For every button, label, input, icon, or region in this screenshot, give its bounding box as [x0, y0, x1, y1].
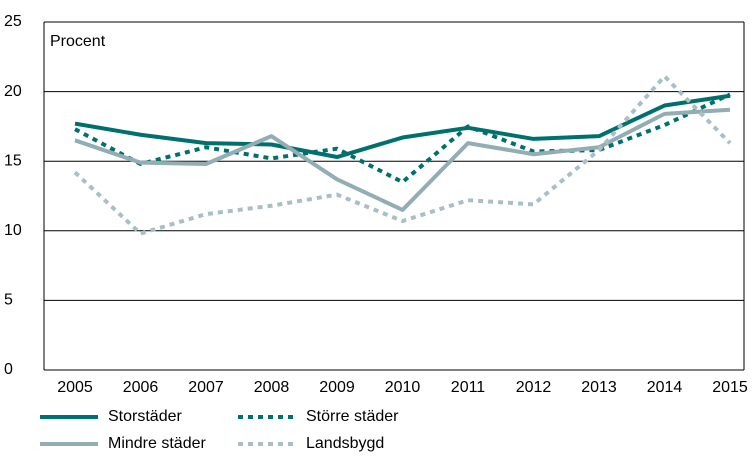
x-tick-label: 2007 — [188, 379, 224, 396]
legend-label: Storstäder — [108, 408, 182, 425]
y-axis-label: Procent — [50, 33, 106, 50]
y-tick-label: 15 — [4, 152, 22, 169]
series-line — [74, 93, 731, 160]
x-tick-label: 2013 — [581, 379, 617, 396]
x-tick-label: 2012 — [516, 379, 552, 396]
y-tick-label: 25 — [4, 13, 22, 30]
x-tick-label: 2010 — [385, 379, 421, 396]
y-tick-label: 20 — [4, 83, 22, 100]
legend-label: Mindre städer — [108, 435, 206, 452]
series-line — [74, 92, 731, 185]
y-tick-label: 0 — [4, 361, 13, 378]
y-tick-label: 10 — [4, 222, 22, 239]
series-line — [74, 107, 731, 212]
x-tick-label: 2011 — [451, 379, 486, 396]
x-tick-label: 2005 — [57, 379, 93, 396]
x-tick-label: 2015 — [712, 379, 748, 396]
legend-label: Landsbygd — [306, 435, 384, 452]
x-tick-label: 2014 — [647, 379, 683, 396]
x-tick-label: 2009 — [319, 379, 355, 396]
y-tick-label: 5 — [4, 292, 13, 309]
legend-label: Större städer — [306, 408, 399, 425]
x-tick-label: 2008 — [254, 379, 290, 396]
series-line — [73, 74, 732, 236]
x-tick-label: 2006 — [123, 379, 159, 396]
